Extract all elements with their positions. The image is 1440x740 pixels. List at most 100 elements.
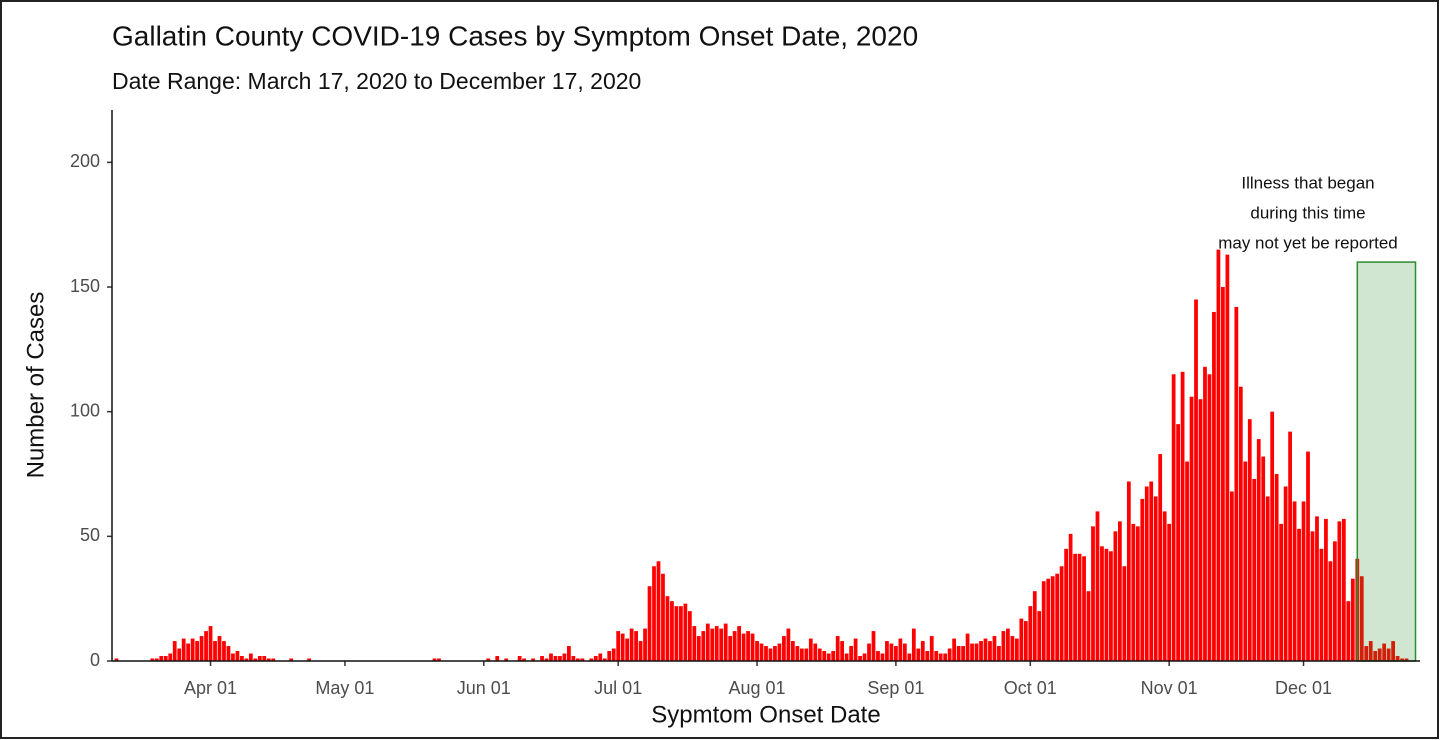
bar [1019,618,1024,661]
bar [549,653,553,661]
bar [759,643,764,661]
bar [553,656,558,661]
bar [432,658,437,661]
bar [1216,249,1221,661]
bar [1068,533,1073,661]
bar [607,651,612,661]
bar [522,658,526,661]
bar [190,638,195,661]
bar [665,596,670,661]
bar [262,656,267,661]
bar [1337,521,1342,661]
bar [1395,656,1400,661]
bar [181,638,186,661]
bar [804,648,809,661]
bar [1350,578,1355,661]
bar [997,646,1001,661]
bar [1310,531,1315,661]
bar [652,566,656,661]
bar [226,646,231,661]
x-tick-label: Sep 01 [867,678,924,698]
bar [970,643,974,661]
bar [741,633,746,661]
bar [240,656,244,661]
chart-subtitle: Date Range: March 17, 2020 to December 1… [112,68,641,94]
bar [1301,501,1306,661]
bar [1324,518,1328,661]
bar [1126,481,1131,661]
bar [616,631,621,661]
bar [1404,658,1409,661]
bar [692,626,697,661]
bar [902,643,907,661]
bar [1153,496,1158,661]
bar [880,653,885,661]
bar [1109,551,1113,661]
bar [773,646,777,661]
bar [840,641,845,661]
bar [687,611,692,661]
x-tick-label: May 01 [315,678,374,698]
x-tick-label: Nov 01 [1141,678,1198,698]
bar [1180,371,1185,661]
bar [674,606,679,661]
bar [943,653,948,661]
bar [593,656,598,661]
bar [1386,648,1391,661]
bar [1283,486,1288,661]
bar [1167,523,1172,661]
bar [1359,576,1364,661]
bar [231,653,235,661]
bar [307,658,311,661]
bar [1117,521,1122,661]
bar [1171,374,1176,661]
bar [1333,541,1337,661]
bar [266,658,271,661]
bar [988,641,992,661]
bar [602,658,607,661]
bar [1158,454,1163,661]
bar [790,641,795,661]
bar [208,626,213,661]
bar [150,658,155,661]
bar [728,636,733,661]
bar [907,653,912,661]
y-tick-label: 150 [70,276,100,296]
bar [862,653,867,661]
bar [1207,374,1212,661]
bar [1082,556,1086,661]
bar [1046,578,1051,661]
bar [795,646,800,661]
bar [679,606,683,661]
bar [768,648,773,661]
bar [920,641,925,661]
bar [257,656,262,661]
bar [1256,439,1261,661]
bar [786,628,791,661]
bar [1041,581,1046,661]
bar [575,658,580,661]
x-tick-label: Jun 01 [457,678,511,698]
bar [961,646,965,661]
bar [835,636,840,661]
bar [670,601,674,661]
bar [1225,254,1230,662]
bar [979,641,983,661]
bar [929,636,934,661]
bar [168,653,173,661]
bar [656,561,661,661]
bar [750,633,755,661]
annotation-text: Illness that began [1241,173,1374,192]
bar [271,658,276,661]
bar [1346,601,1351,661]
bar [634,631,638,661]
bar [808,638,813,661]
bar [1014,638,1019,661]
bar [719,628,724,661]
bar [853,638,858,661]
bar [871,631,876,661]
bar [983,638,988,661]
bar [1400,658,1404,661]
bar [755,641,759,661]
